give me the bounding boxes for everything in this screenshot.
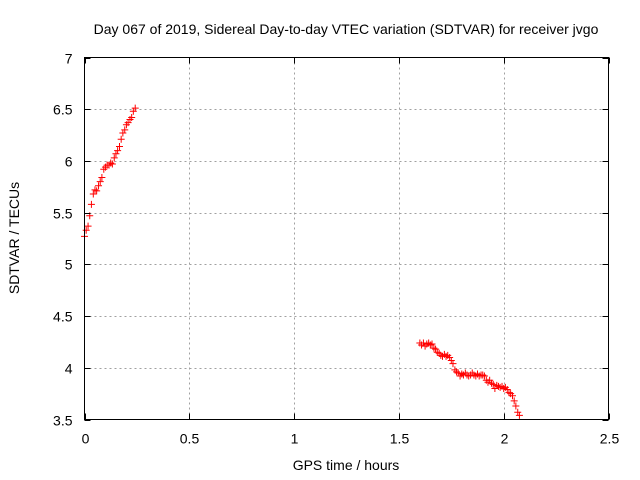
data-point: [110, 154, 118, 162]
data-point: [131, 104, 139, 112]
y-tick-label: 6: [65, 154, 73, 170]
data-point: [503, 386, 511, 394]
data-point: [428, 340, 436, 348]
y-tick-label: 6.5: [53, 102, 73, 118]
data-point: [509, 392, 517, 400]
data-point: [515, 411, 523, 419]
data-point: [96, 178, 104, 186]
y-tick-label: 7: [65, 51, 73, 67]
data-point: [446, 353, 454, 361]
data-point: [514, 408, 522, 416]
data-point: [488, 379, 496, 387]
ticks-layer: [84, 57, 610, 421]
data-point: [98, 173, 106, 181]
chart-title: Day 067 of 2019, Sidereal Day-to-day VTE…: [94, 21, 599, 37]
data-point: [447, 357, 455, 365]
data-point: [95, 182, 103, 190]
y-tick-label: 5.5: [53, 206, 73, 222]
plot-frame: [84, 57, 609, 420]
data-point: [89, 190, 97, 198]
data-point: [432, 345, 440, 353]
data-point: [117, 135, 125, 143]
x-tick-labels: 0 0.5 1 1.5 2 2.5: [82, 431, 620, 447]
data-point: [489, 380, 497, 388]
x-tick-label: 0.5: [180, 431, 200, 447]
y-tick-label: 4: [65, 361, 73, 377]
y-tick-labels: 3.5 4 4.5 5 5.5 6 6.5 7: [53, 51, 73, 429]
data-point: [426, 341, 434, 349]
data-point: [108, 160, 116, 168]
data-point: [500, 384, 508, 392]
data-point: [107, 159, 115, 167]
x-tick-label: 1: [291, 431, 299, 447]
data-point: [114, 147, 122, 155]
y-axis-label: SDTVAR / TECUs: [6, 182, 22, 294]
data-point: [510, 397, 518, 405]
y-tick-label: 4.5: [53, 309, 73, 325]
data-point: [116, 142, 124, 150]
x-tick-label: 2: [501, 431, 509, 447]
data-point: [128, 113, 136, 121]
y-tick-label: 3.5: [53, 413, 73, 429]
data-point: [87, 200, 95, 208]
points-layer: [81, 104, 523, 419]
grid-layer: [84, 57, 609, 420]
data-point: [430, 344, 438, 352]
x-tick-label: 0: [82, 431, 90, 447]
data-point: [449, 360, 457, 368]
data-point: [453, 368, 461, 376]
data-point: [437, 351, 445, 359]
data-point: [442, 352, 450, 360]
x-tick-label: 2.5: [600, 431, 620, 447]
data-point: [82, 226, 90, 234]
y-tick-label: 5: [65, 257, 73, 273]
x-axis-label: GPS time / hours: [293, 457, 400, 473]
data-point: [121, 126, 129, 134]
data-point: [93, 187, 101, 195]
x-tick-label: 1.5: [390, 431, 410, 447]
data-point: [112, 150, 120, 158]
data-point: [91, 186, 99, 194]
data-point: [512, 402, 520, 410]
data-point: [480, 372, 488, 380]
data-point: [479, 371, 487, 379]
data-point: [84, 222, 92, 230]
data-point: [458, 370, 466, 378]
data-point: [505, 389, 513, 397]
